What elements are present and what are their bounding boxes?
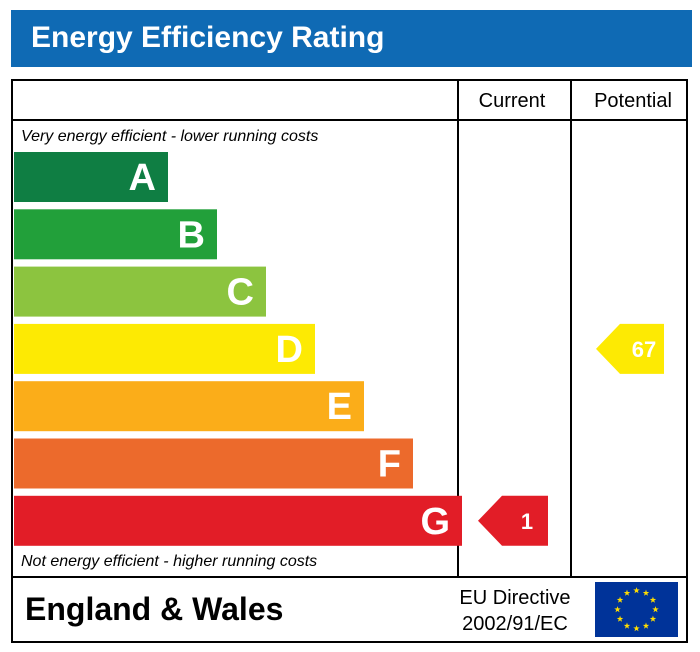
- eu-flag-star: [652, 606, 659, 613]
- band-d-bar: [14, 323, 315, 374]
- directive-line2: 2002/91/EC: [462, 613, 568, 635]
- band-f-label: F: [378, 444, 401, 486]
- region-label: England & Wales: [25, 591, 283, 627]
- band-b-bar: [14, 209, 217, 260]
- potential-column-header: Potential: [594, 90, 672, 112]
- current-rating-value: 1: [521, 509, 533, 534]
- band-f-bar: [14, 438, 413, 489]
- eu-flag-star: [642, 589, 650, 596]
- eu-flag-star: [633, 587, 640, 594]
- band-a-label: A: [129, 157, 156, 199]
- eu-flag-star: [649, 596, 657, 603]
- band-g-label: G: [420, 501, 450, 543]
- chart-frame: [11, 79, 688, 643]
- band-a-bar: [14, 152, 168, 202]
- eu-flag-star: [642, 622, 650, 629]
- eu-flag-star: [633, 625, 640, 632]
- band-e-label: E: [327, 386, 352, 428]
- band-c-bar: [14, 266, 266, 317]
- band-b-label: B: [178, 214, 205, 256]
- current-column-header: Current: [479, 90, 546, 112]
- current-rating-arrow: [478, 495, 548, 546]
- band-e-bar: [14, 381, 364, 432]
- chart-title: Energy Efficiency Rating: [31, 21, 385, 54]
- band-c-label: C: [227, 272, 254, 314]
- eu-flag-star: [616, 615, 624, 622]
- eu-flag-icon: [595, 582, 678, 637]
- eu-flag-star: [649, 615, 657, 622]
- top-caption: Very energy efficient - lower running co…: [21, 128, 318, 145]
- potential-rating-value: 67: [632, 337, 656, 362]
- bottom-caption: Not energy efficient - higher running co…: [21, 553, 317, 570]
- band-g-bar: [14, 495, 462, 546]
- directive-line1: EU Directive: [459, 587, 570, 609]
- eu-flag-star: [616, 596, 624, 603]
- potential-rating-arrow: [596, 323, 664, 374]
- title-bar: Energy Efficiency Rating: [11, 10, 692, 67]
- rating-arrows: 1 67: [478, 323, 664, 546]
- eu-flag-star: [623, 589, 631, 596]
- eu-flag-star: [614, 606, 621, 613]
- eu-flag-star: [623, 622, 631, 629]
- band-d-label: D: [276, 329, 303, 371]
